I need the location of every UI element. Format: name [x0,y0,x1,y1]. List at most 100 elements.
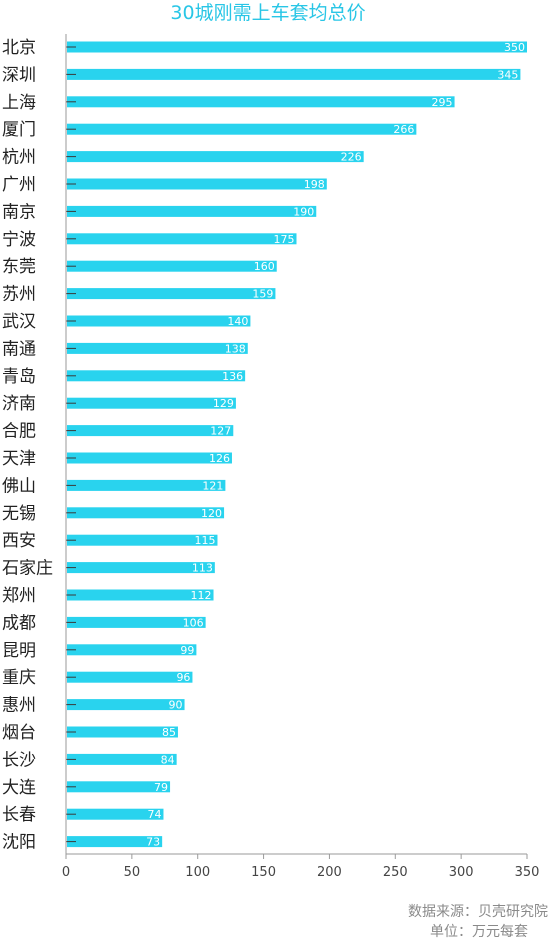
bar [67,370,246,382]
bar [67,41,527,53]
category-label: 昆明 [2,641,36,661]
x-tick-label: 300 [449,865,474,880]
value-label: 140 [227,315,248,328]
category-label: 厦门 [2,120,36,140]
category-label: 南京 [2,202,36,222]
value-label: 106 [183,616,204,629]
category-label: 惠州 [2,696,36,716]
value-label: 295 [432,96,453,109]
value-label: 121 [202,479,223,492]
bar [67,123,417,135]
bar [67,260,277,272]
x-tick-label: 350 [515,865,540,880]
category-label: 苏州 [2,285,36,305]
bar [67,808,164,820]
category-label: 无锡 [2,504,36,524]
source-note: 数据来源：贝壳研究院 [408,903,548,920]
category-label: 杭州 [2,148,36,168]
bar [67,151,364,163]
value-label: 190 [293,205,314,218]
value-label: 138 [225,342,246,355]
category-label: 郑州 [2,586,36,606]
category-label: 东莞 [2,257,36,277]
bar [67,753,177,765]
category-label: 北京 [2,38,36,58]
x-axis: 0 50 100 150 200 250 300 350 [62,34,540,880]
value-label: 136 [222,370,243,383]
bar [67,836,163,848]
category-label: 佛山 [2,476,36,496]
bar [67,699,185,711]
x-tick-label: 150 [251,865,276,880]
value-label: 85 [162,726,176,739]
bar [67,616,206,628]
value-label: 198 [304,178,325,191]
x-tick-label: 200 [317,865,342,880]
value-label: 175 [274,233,295,246]
value-label: 127 [210,425,231,438]
bar [67,205,317,217]
value-label: 84 [161,753,175,766]
category-label: 宁波 [2,230,36,250]
value-label: 266 [393,123,414,136]
bar [67,479,226,491]
category-label: 南通 [2,339,36,359]
value-label: 74 [147,808,161,821]
category-label: 合肥 [2,422,36,442]
bar [67,288,276,300]
category-label: 西安 [2,531,36,551]
bar [67,425,234,437]
bar [67,726,178,738]
value-label: 99 [180,644,194,657]
category-label: 重庆 [2,668,36,688]
category-label: 济南 [2,394,36,414]
category-label: 上海 [2,93,36,113]
category-label: 青岛 [2,367,36,387]
value-label: 90 [169,699,183,712]
bar [67,342,248,354]
bar [67,452,232,464]
category-label: 烟台 [2,723,36,743]
bar [67,671,193,683]
bar [67,96,455,108]
bar [67,315,251,327]
bar [67,534,218,546]
bar [67,397,236,409]
value-label: 345 [497,68,518,81]
value-label: 115 [194,534,215,547]
value-label: 126 [209,452,230,465]
category-label: 长春 [2,805,36,825]
category-label: 武汉 [2,312,36,332]
x-tick-label: 50 [124,865,141,880]
bar [67,781,171,793]
category-label: 成都 [2,613,36,633]
category-label: 沈阳 [2,833,36,853]
bar [67,562,215,574]
bar [67,68,521,80]
value-label: 226 [341,151,362,164]
bar [67,644,197,656]
value-label: 159 [252,288,273,301]
x-tick-label: 0 [62,865,70,880]
unit-note: 单位：万元每套 [430,924,528,940]
category-label: 长沙 [2,750,36,770]
value-label: 120 [201,507,222,520]
x-tick-label: 100 [185,865,210,880]
category-label: 天津 [2,449,36,469]
bar [67,233,297,245]
category-label: 大连 [2,778,36,798]
bar [67,178,327,190]
category-label: 深圳 [2,65,36,85]
category-label: 广州 [2,175,36,195]
value-label: 96 [176,671,190,684]
value-label: 129 [213,397,234,410]
bars-group: 北京 350 深圳 345 上海 295 厦门 266 杭州 226 广州 198 南京 190 宁波 175… [2,38,527,853]
value-label: 350 [504,41,525,54]
bar [67,507,225,519]
value-label: 160 [254,260,275,273]
x-tick-label: 250 [383,865,408,880]
value-label: 79 [154,781,168,794]
category-label: 石家庄 [2,559,53,579]
value-label: 113 [192,562,213,575]
